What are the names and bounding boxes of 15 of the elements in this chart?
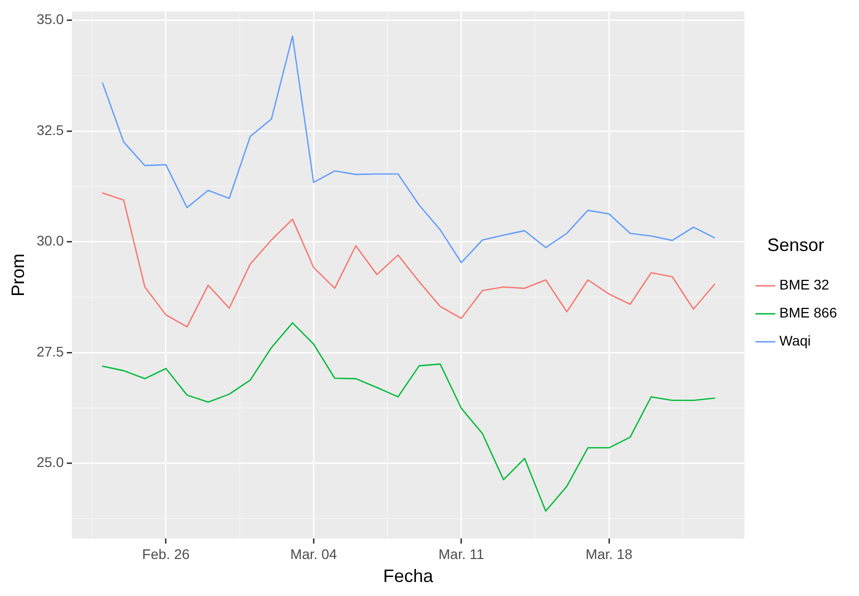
y-tick-label: 25.0 — [36, 454, 64, 470]
y-tick-label: 30.0 — [36, 232, 64, 249]
x-tick-label: Mar. 04 — [290, 546, 338, 562]
legend-label: BME 32 — [779, 276, 830, 293]
legend-title: Sensor — [767, 235, 824, 256]
legend-label: BME 866 — [779, 304, 838, 321]
x-tick-label: Mar. 18 — [586, 546, 633, 562]
y-tick-label: 35.0 — [36, 11, 64, 28]
y-tick-label: 27.5 — [36, 343, 64, 360]
y-tick-label: 32.5 — [36, 122, 64, 138]
x-tick-label: Feb. 26 — [142, 546, 190, 562]
x-tick-label: Mar. 11 — [438, 546, 484, 562]
legend-label: Waqi — [779, 332, 811, 349]
x-axis-title: Fecha — [383, 566, 434, 586]
y-axis-title: Prom — [8, 253, 28, 297]
